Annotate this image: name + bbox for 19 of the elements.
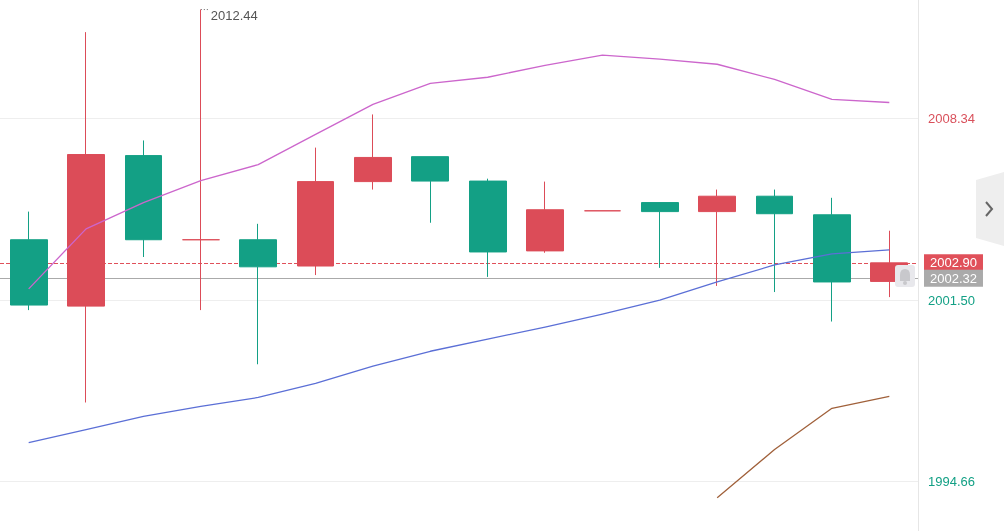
candlestick (526, 181, 564, 254)
y-tick-label: 2008.34 (928, 110, 975, 126)
y-tick-label: 1994.66 (928, 474, 975, 490)
candlestick (354, 113, 392, 191)
candlestick (411, 156, 449, 224)
candlestick (813, 197, 851, 323)
y-tick-label: 2001.50 (928, 292, 975, 308)
candlestick (239, 223, 277, 365)
ref-line-label: 2002.90 (930, 255, 977, 271)
line-series (716, 395, 890, 499)
candlestick (125, 139, 162, 258)
candlestick (641, 202, 679, 269)
line-series (28, 54, 890, 290)
ref-line-label: 2002.32 (930, 270, 977, 286)
line-series (28, 249, 890, 444)
candlestick (10, 211, 48, 311)
candlestick (756, 189, 793, 293)
annotation: 2012.44 (210, 8, 258, 24)
candlestick (469, 178, 507, 278)
